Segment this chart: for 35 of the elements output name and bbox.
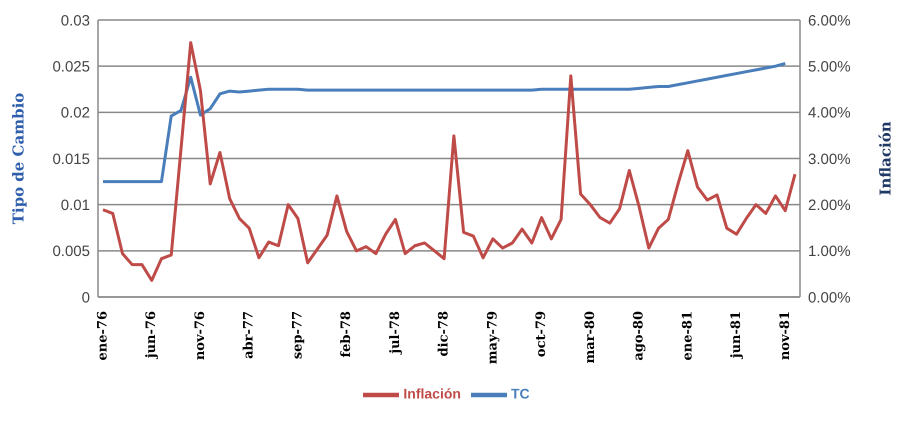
y-tick-label: 0 — [82, 289, 90, 306]
y-tick-label: 0.03 — [60, 12, 90, 30]
y-tick-label: 0.02 — [60, 104, 90, 122]
y-tick-label: 0.01 — [60, 196, 90, 214]
x-tick-label: dic-78 — [436, 311, 452, 356]
x-tick-label: jun-81 — [729, 311, 744, 360]
y-tick-label: 0.005 — [52, 243, 90, 260]
y2-tick-label: 3.00% — [808, 150, 851, 168]
x-tick-label: nov-81 — [778, 311, 793, 360]
x-tick-label: oct-79 — [534, 311, 550, 358]
legend-label: Inflación — [403, 386, 461, 402]
x-tick-label: sep-77 — [290, 311, 306, 360]
x-tick-label: abr-77 — [242, 311, 257, 359]
line-series — [102, 41, 796, 282]
y2-axis-title: Inflación — [876, 121, 894, 196]
x-tick-label: jun-76 — [144, 311, 160, 360]
y2-tick-label: 5.00% — [808, 58, 851, 76]
x-tick-label: ene-81 — [680, 311, 696, 360]
x-tick-label: ago-80 — [632, 311, 647, 361]
x-tick-label: ene-76 — [96, 311, 110, 360]
y-axis-title: Tipo de Cambio — [9, 92, 28, 224]
x-tick-label: jul-78 — [388, 311, 403, 355]
x-tick-label: feb-78 — [339, 311, 354, 358]
y2-tick-label: 4.00% — [808, 104, 851, 122]
y2-tick-label: 6.00% — [808, 12, 851, 30]
x-tick-label: mar-80 — [582, 311, 598, 364]
x-tick-label: may-79 — [485, 311, 500, 364]
y-tick-label: 0.015 — [52, 150, 90, 168]
y2-tick-label: 1.00% — [808, 243, 851, 260]
legend-label: TC — [510, 386, 530, 402]
y2-tick-label: 2.00% — [808, 196, 851, 214]
line-series — [102, 62, 787, 184]
y2-tick-label: 0.00% — [808, 289, 851, 306]
y-tick-label: 0.025 — [52, 58, 90, 76]
x-tick-label: nov-76 — [192, 311, 208, 360]
